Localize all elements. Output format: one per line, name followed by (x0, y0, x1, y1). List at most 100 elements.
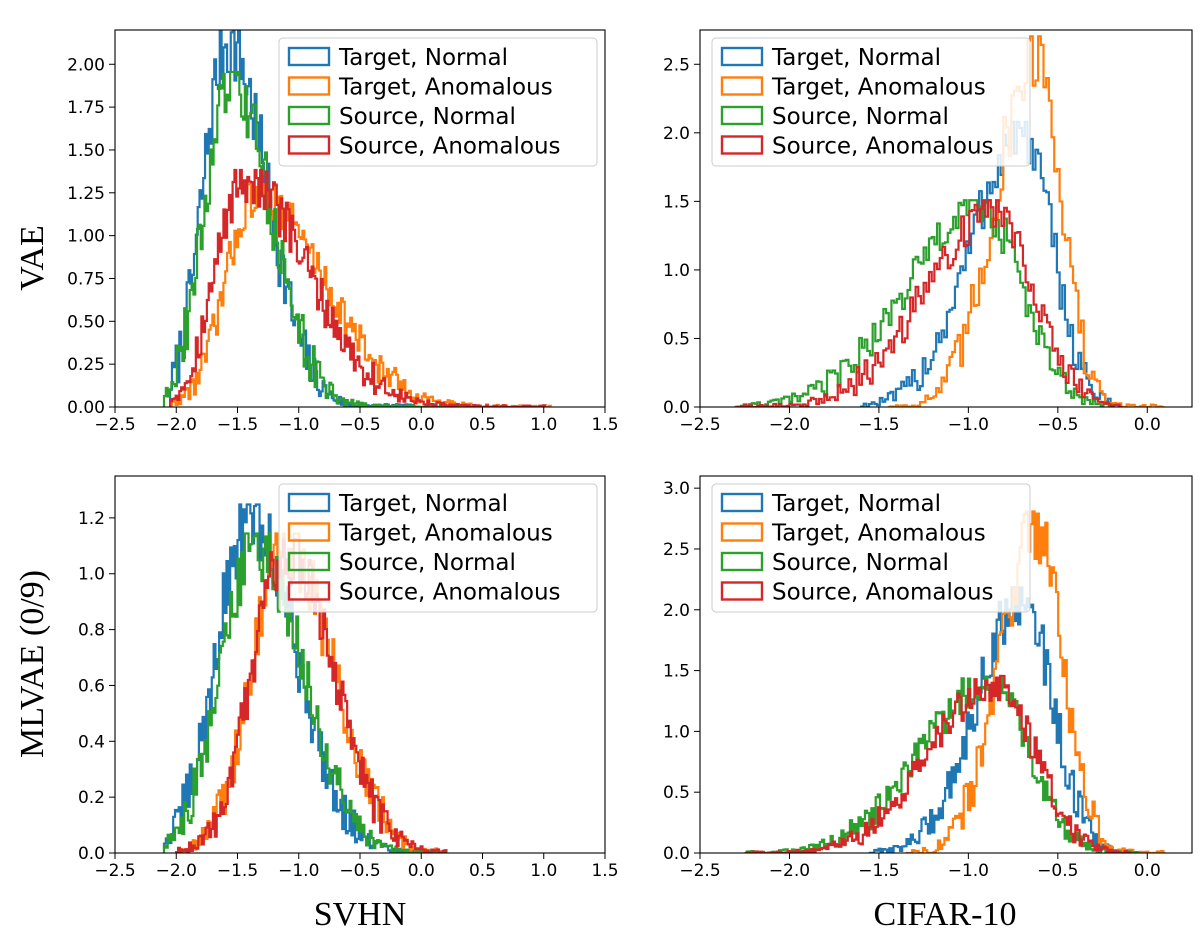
y-tick-label: 1.0 (78, 565, 105, 585)
histogram-series-source-anomalous (735, 199, 1123, 407)
histogram-series-source-normal (162, 70, 460, 407)
axes-frame (699, 475, 1193, 854)
legend-label: Target, Anomalous (771, 75, 986, 101)
legend-box (278, 37, 598, 167)
x-tick-label: 0.0 (1134, 861, 1161, 881)
x-tick-label: −1.0 (948, 861, 989, 881)
legend: Target, Normal Target, Anomalous Source, N… (278, 37, 598, 167)
legend-swatch (287, 46, 331, 67)
y-tick-label: 1.25 (67, 184, 105, 204)
legend-label: Source, Anomalous (772, 580, 994, 606)
x-tick-label: −1.0 (948, 415, 989, 435)
legend-swatch (720, 551, 764, 572)
legend-swatch (720, 46, 764, 67)
y-tick-label: 2.0 (663, 601, 690, 621)
legend-box (711, 37, 1031, 167)
y-tick-label: 2.5 (663, 540, 690, 560)
legend-box (278, 483, 598, 613)
y-tick-label: 1.00 (67, 227, 105, 247)
histogram-series-target-normal (859, 120, 1122, 407)
y-tick-label: 0.6 (78, 676, 105, 696)
x-tick-label: −1.5 (217, 861, 258, 881)
legend-label: Target, Normal (338, 491, 508, 517)
legend: Target, Normal Target, Anomalous Source, N… (711, 483, 1031, 613)
x-tick-label: 0.5 (469, 415, 496, 435)
y-tick-label: 0.00 (67, 398, 105, 418)
x-tick-label: −1.0 (278, 415, 319, 435)
x-tick-label: −0.5 (339, 415, 380, 435)
legend-label: Target, Anomalous (338, 521, 553, 547)
row-label-mlvae: MLVAE (0/9) (14, 570, 51, 758)
panel-0: −2.5 −2.0 −1.5 −1.0 −0.5 0.0 0.5 1.0 1.5 0.00 0.25… (67, 29, 619, 435)
x-tick-label: −2.0 (156, 861, 197, 881)
x-tick-label: −2.0 (769, 415, 810, 435)
x-tick-label: −2.0 (769, 861, 810, 881)
x-tick-label: −2.5 (94, 415, 135, 435)
col-label-cifar10: CIFAR-10 (874, 896, 1017, 933)
x-tick-label: −0.5 (339, 861, 380, 881)
x-tick-label: −1.5 (858, 415, 899, 435)
histogram-series-target-anomalous (905, 510, 1166, 853)
x-tick-label: −2.5 (94, 861, 135, 881)
x-tick-label: 1.5 (591, 861, 618, 881)
x-tick-label: −0.5 (1037, 861, 1078, 881)
histogram-series-source-anomalous (744, 674, 1132, 853)
axes-frame (699, 29, 1193, 408)
legend-swatch (287, 522, 331, 542)
y-tick-label: 0.0 (663, 844, 690, 864)
x-tick-label: −1.0 (278, 861, 319, 881)
x-tick-label: 0.0 (408, 861, 435, 881)
legend-label: Source, Anomalous (339, 580, 561, 606)
x-tick-label: −2.5 (679, 861, 720, 881)
legend-swatch (287, 581, 331, 601)
y-tick-label: 0.5 (663, 783, 690, 803)
x-tick-label: −1.5 (217, 415, 258, 435)
legend-label: Source, Normal (772, 104, 949, 130)
y-tick-label: 2.5 (663, 55, 690, 75)
y-tick-label: 0.0 (663, 398, 690, 418)
y-tick-label: 0.5 (663, 329, 690, 349)
y-tick-label: 0.2 (78, 788, 105, 808)
legend-label: Target, Normal (771, 491, 941, 517)
y-tick-label: 1.5 (663, 662, 690, 682)
legend-swatch (720, 522, 764, 542)
y-tick-label: 1.2 (78, 509, 105, 529)
y-tick-label: 0.0 (78, 844, 105, 864)
y-tick-label: 0.8 (78, 621, 105, 641)
x-tick-label: 0.0 (1134, 415, 1161, 435)
legend-label: Source, Anomalous (339, 134, 561, 160)
x-tick-label: 1.5 (591, 415, 618, 435)
legend-label: Source, Normal (772, 550, 949, 576)
y-tick-label: 0.75 (67, 269, 105, 289)
y-tick-label: 1.75 (67, 98, 105, 118)
x-tick-label: 1.0 (530, 861, 557, 881)
histogram-series-source-normal (734, 199, 1115, 407)
x-tick-label: 0.0 (408, 415, 435, 435)
legend-swatch (287, 551, 331, 572)
legend-label: Target, Anomalous (338, 75, 553, 101)
histogram-series-target-normal (868, 586, 1132, 853)
legend-label: Target, Anomalous (771, 521, 986, 547)
legend-label: Target, Normal (771, 45, 941, 71)
y-tick-label: 0.4 (78, 732, 105, 752)
row-label-vae: VAE (14, 225, 51, 291)
panel-3: −2.5 −2.0 −1.5 −1.0 −0.5 0.0 0.0 0.5 1.0 1.5 2.0 2.… (663, 475, 1193, 881)
histogram-series-source-normal (162, 532, 447, 853)
legend-swatch (287, 76, 331, 96)
x-tick-label: 1.0 (530, 415, 557, 435)
legend-swatch (720, 76, 764, 96)
y-tick-label: 3.0 (663, 479, 690, 499)
histogram-series-source-anomalous (169, 168, 548, 407)
legend-swatch (287, 105, 331, 126)
legend-box (711, 483, 1031, 613)
legend-swatch (720, 581, 764, 601)
panel-2: −2.5 −2.0 −1.5 −1.0 −0.5 0.0 0.5 1.0 1.5 0.0 0.2 0.… (78, 475, 619, 881)
legend-swatch (720, 135, 764, 155)
legend-label: Source, Normal (339, 104, 516, 130)
y-tick-label: 1.0 (663, 261, 690, 281)
y-tick-label: 1.0 (663, 722, 690, 742)
legend-swatch (720, 105, 764, 126)
y-tick-label: 1.5 (663, 192, 690, 212)
x-tick-label: −2.5 (679, 415, 720, 435)
